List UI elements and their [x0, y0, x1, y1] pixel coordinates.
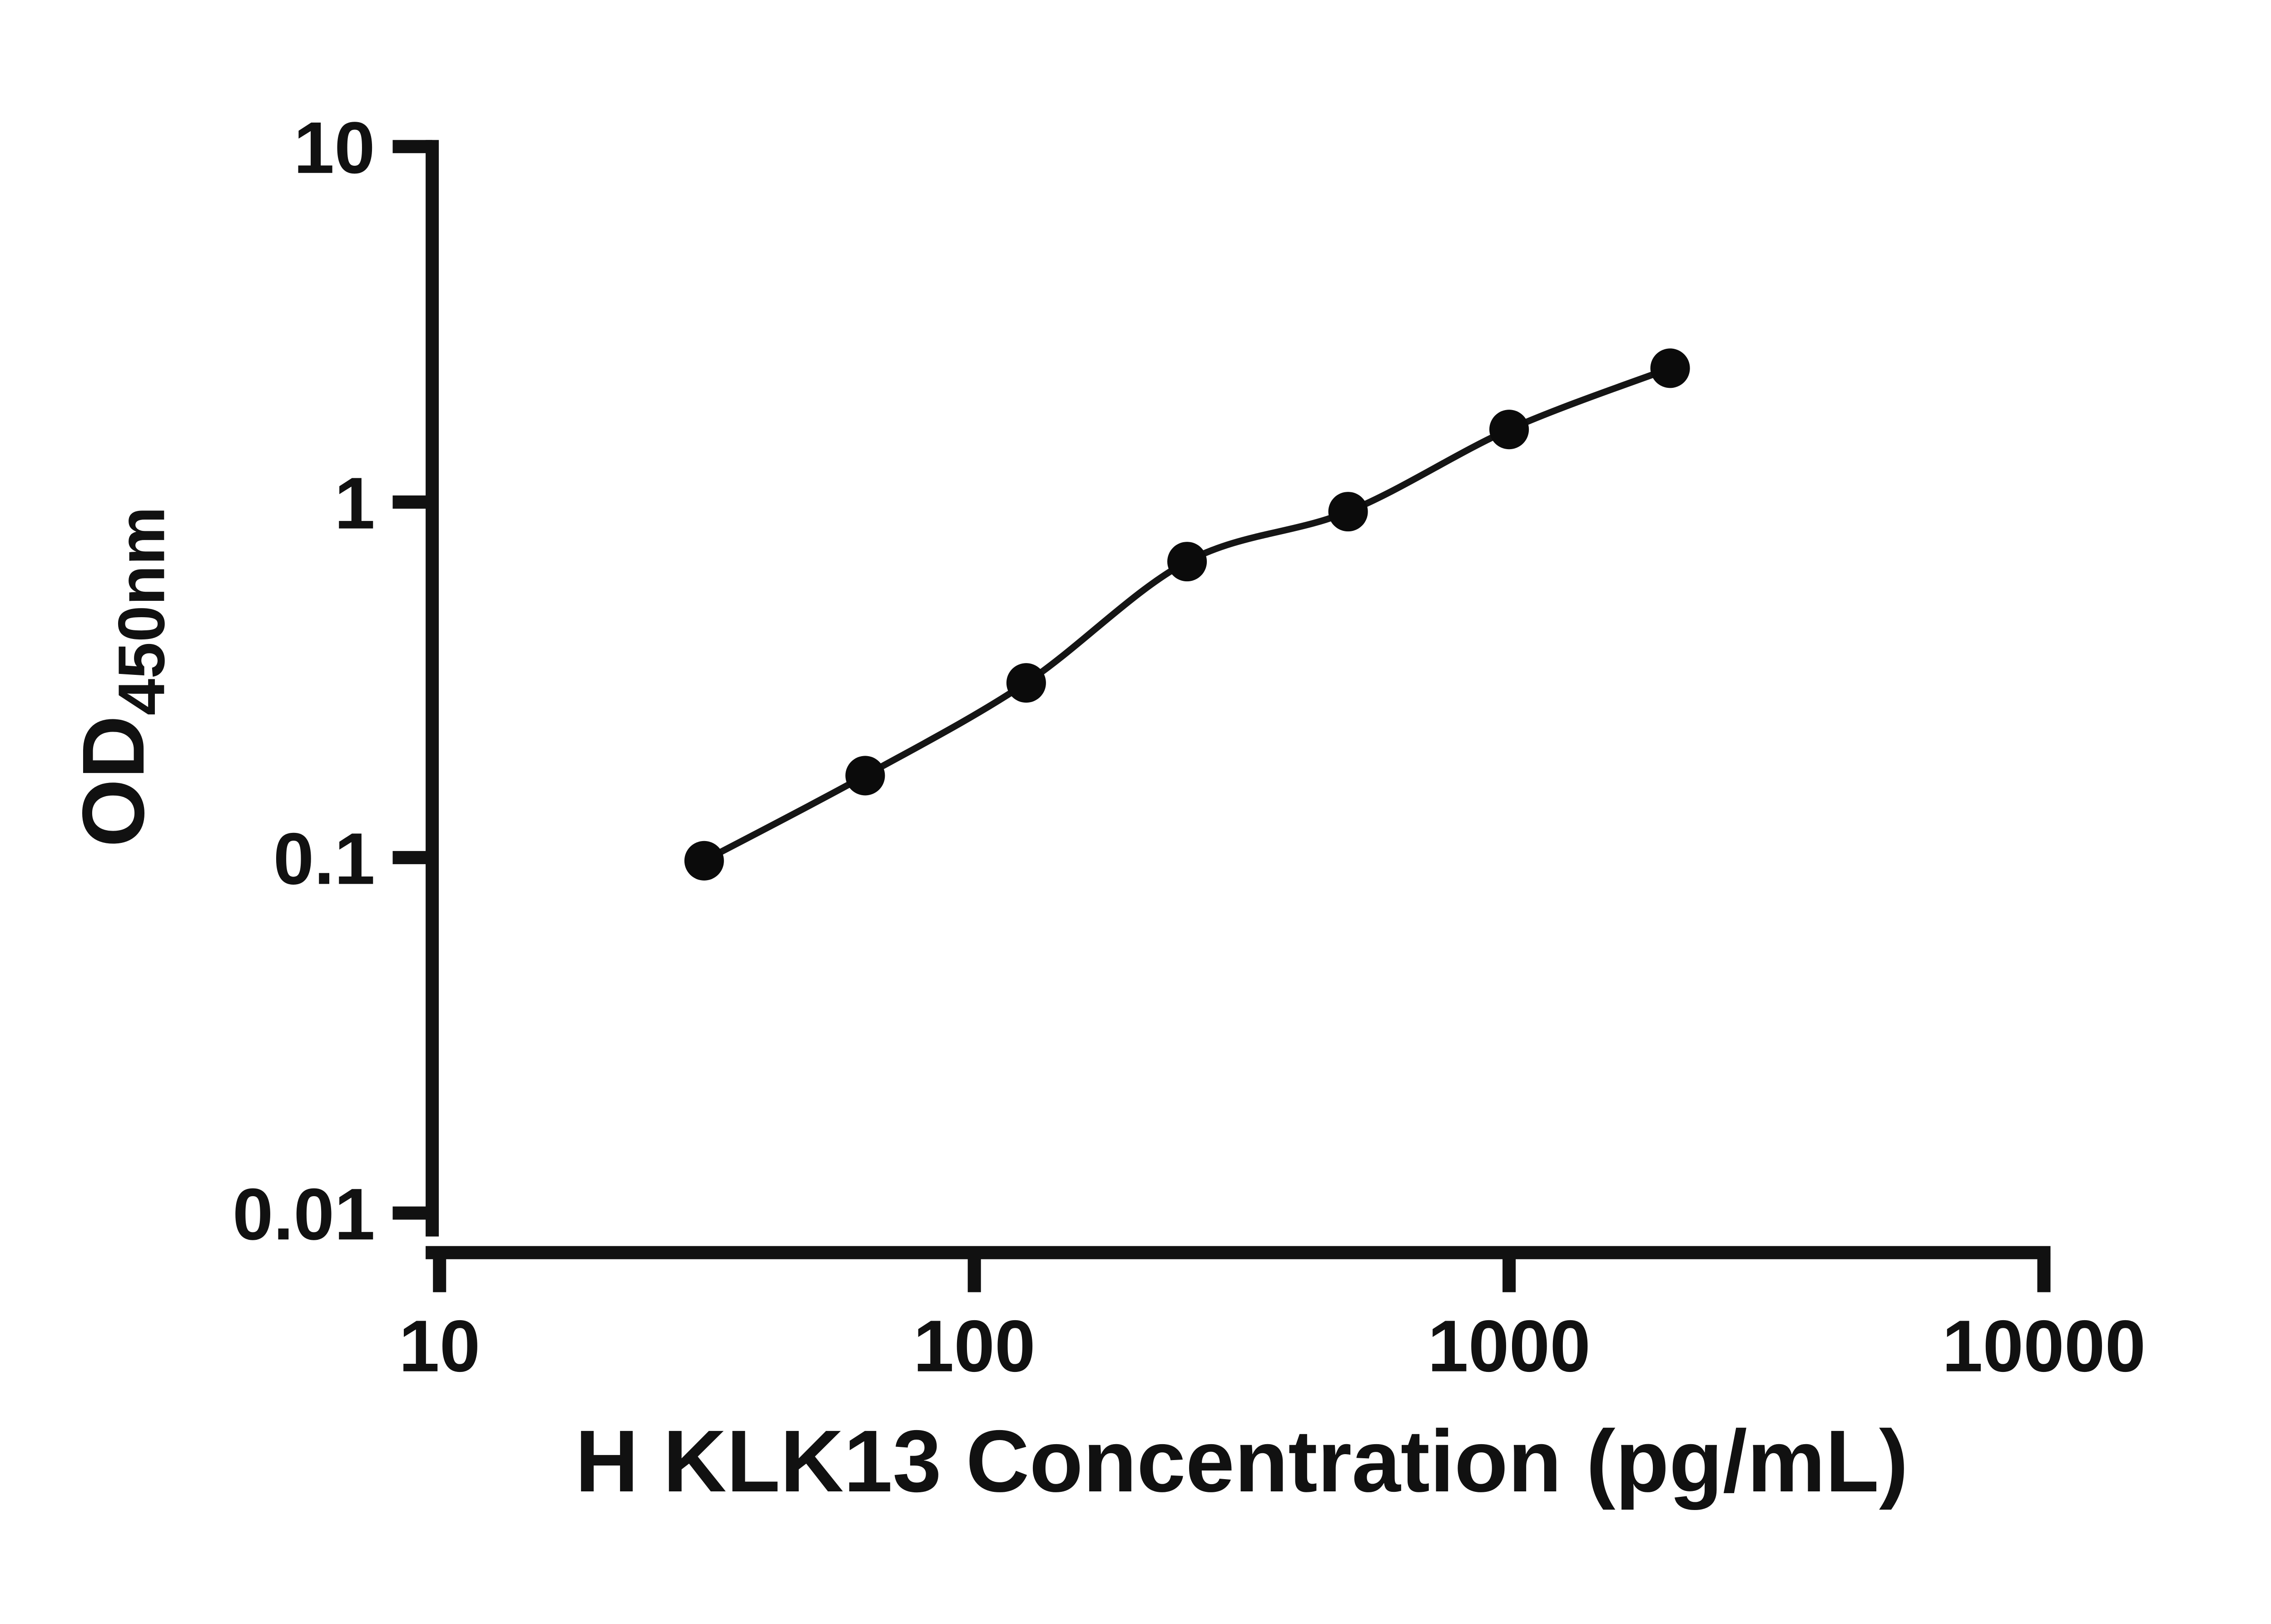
y-axis-tick-label: 1 [334, 463, 375, 545]
data-point [684, 841, 724, 881]
data-point [1167, 542, 1207, 582]
x-axis-tick-label: 10000 [1942, 1306, 2146, 1387]
data-point [1489, 410, 1529, 450]
y-axis-tick-label: 10 [293, 107, 375, 189]
data-point [1650, 348, 1690, 388]
x-axis-tick-label: 100 [913, 1306, 1036, 1387]
y-axis-tick-label: 0.01 [233, 1173, 375, 1255]
x-axis-title: H KLK13 Concentration (pg/mL) [575, 1412, 1908, 1510]
x-axis-tick-label: 10 [399, 1306, 480, 1387]
data-point [1328, 492, 1368, 532]
data-point [845, 756, 885, 796]
y-axis-title: OD450nm [64, 506, 178, 847]
x-axis-tick-label: 1000 [1428, 1306, 1591, 1387]
data-point [1006, 663, 1046, 703]
standard-curve-chart: 10 1 0.1 0.01 10 100 1000 10000 H KLK13 Concentr… [64, 107, 2146, 1511]
y-axis-tick-label: 0.1 [273, 818, 375, 900]
standard-curve-page: 10 1 0.1 0.01 10 100 1000 10000 H KLK13 Concentr… [64, 107, 2146, 1511]
